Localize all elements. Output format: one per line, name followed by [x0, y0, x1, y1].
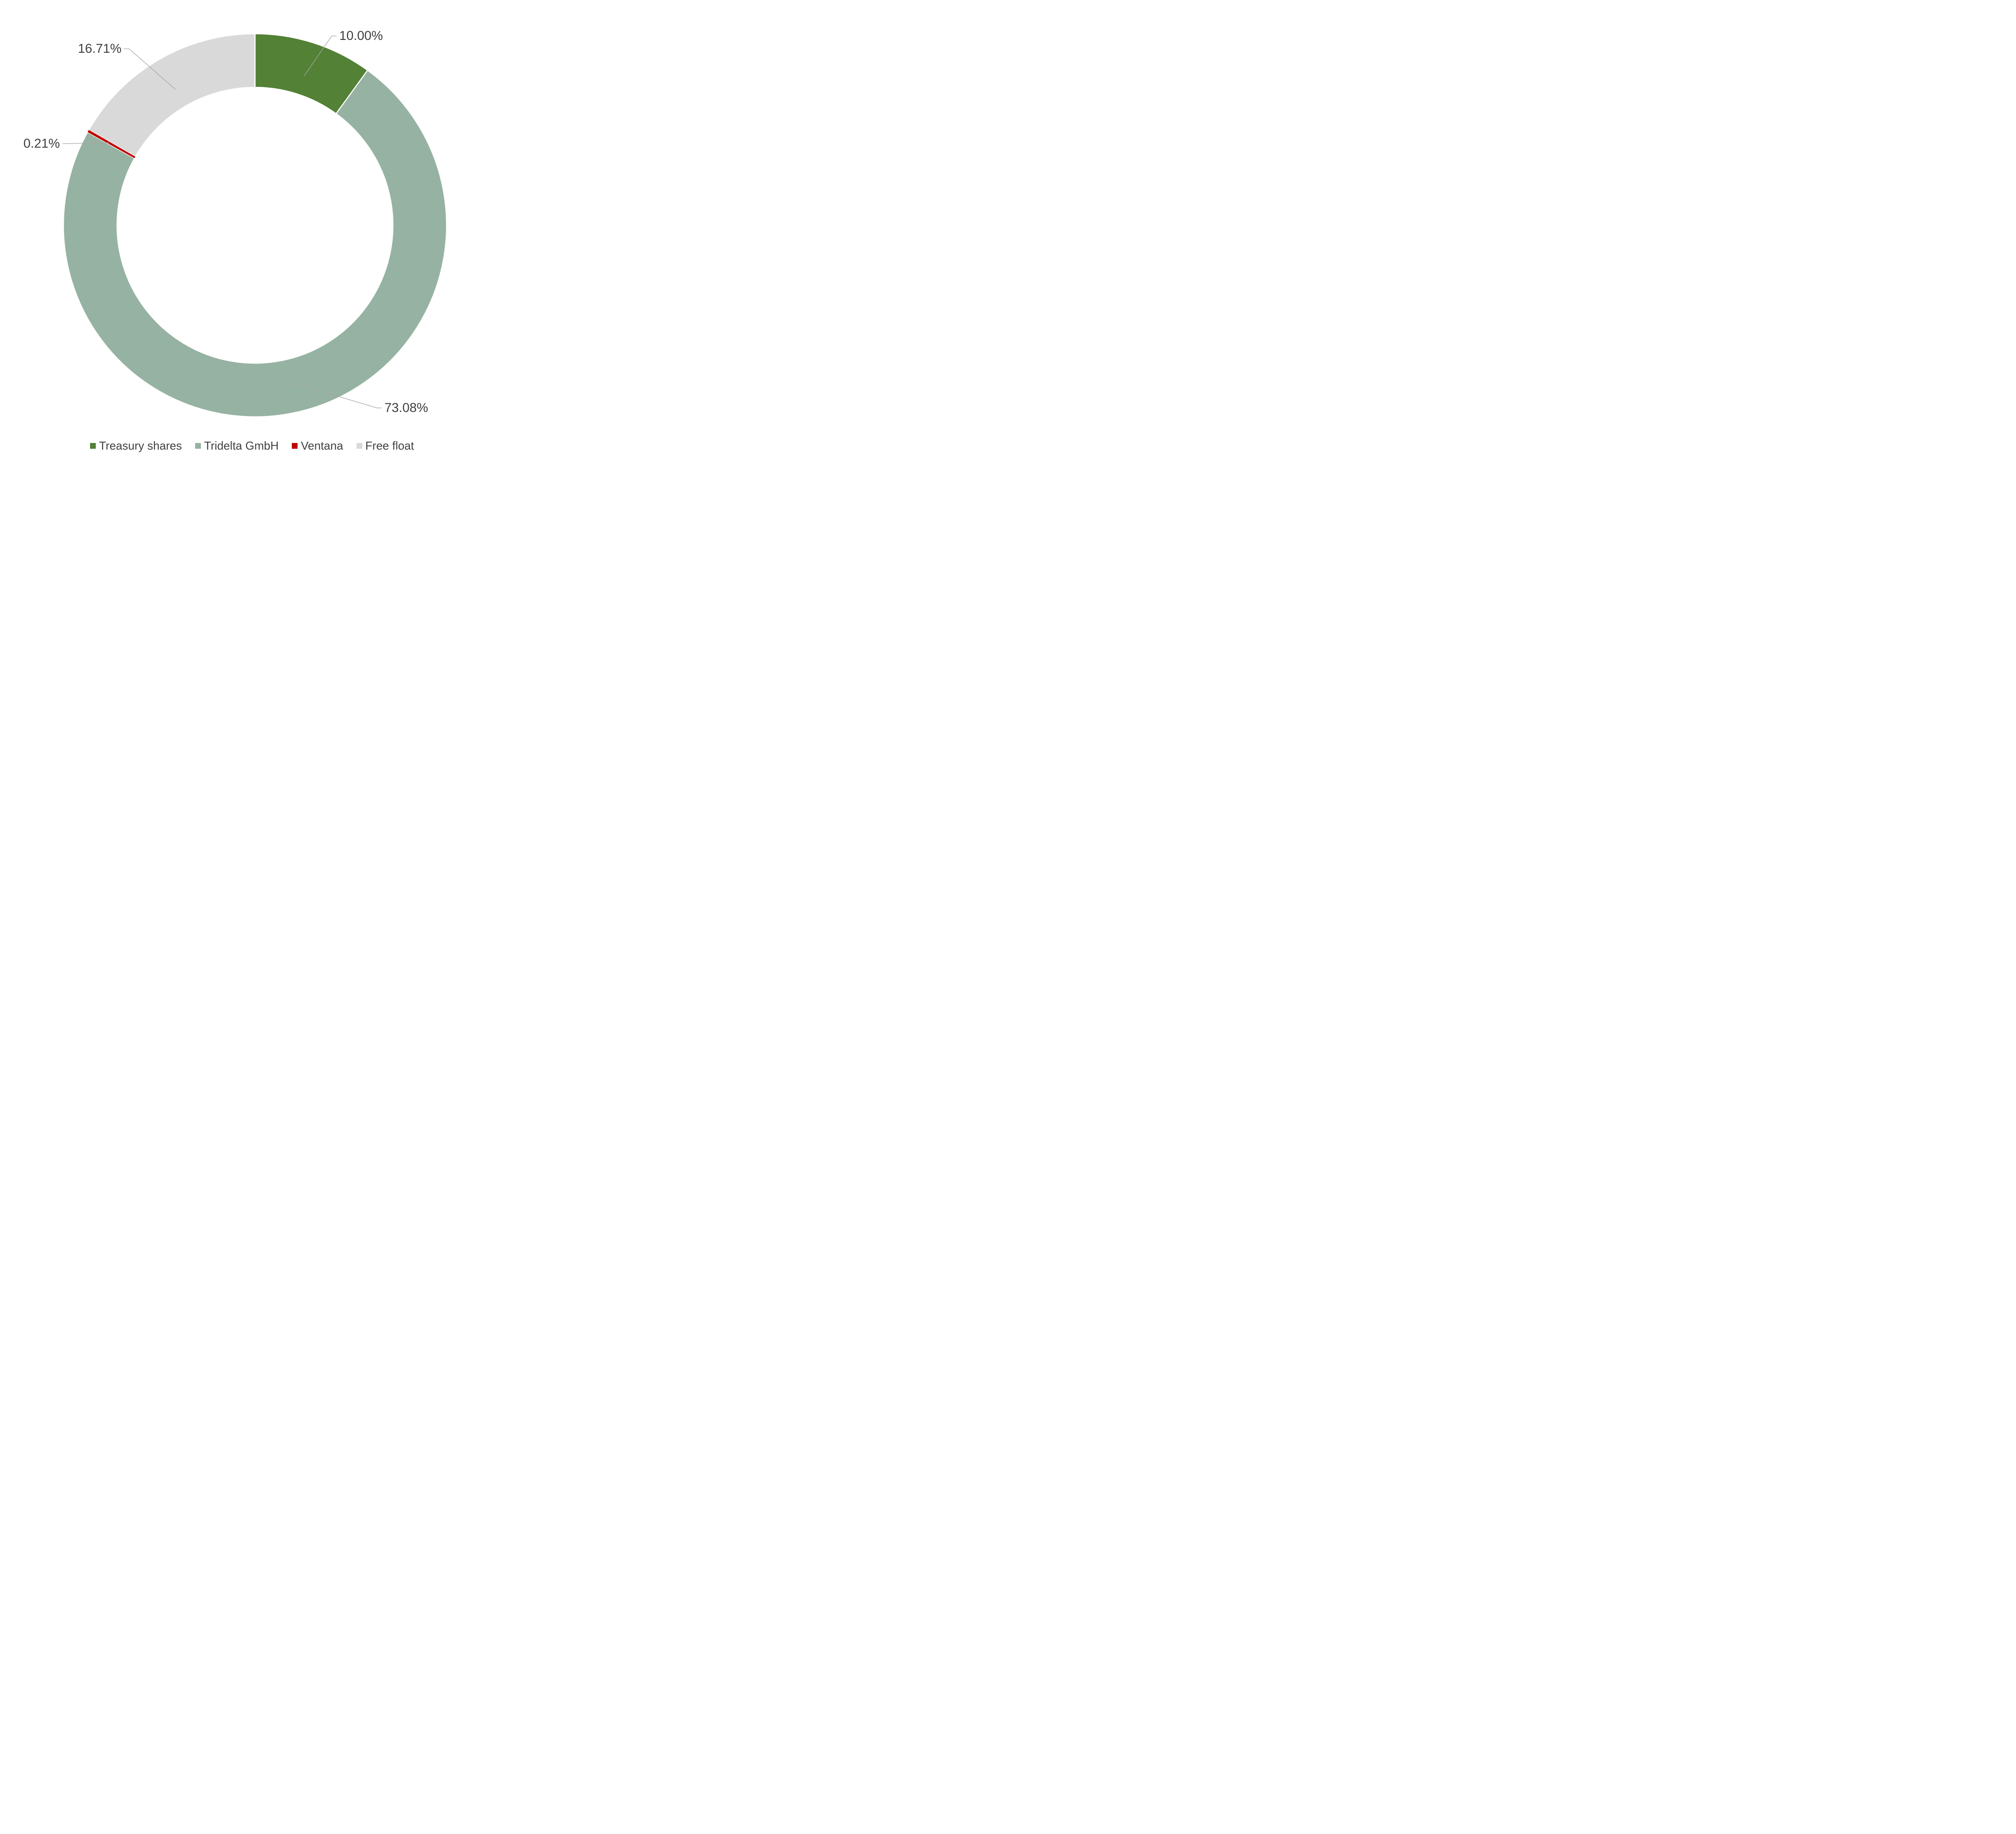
slice-label-tridelta-gmbh: 73.08%: [384, 401, 428, 415]
legend-item-treasury-shares: Treasury shares: [90, 440, 182, 451]
legend-item-tridelta-gmbh: Tridelta GmbH: [195, 440, 278, 451]
legend-item-ventana: Ventana: [292, 440, 343, 451]
leader-line-free-float: [124, 48, 176, 90]
slice-ventana-overlay: [87, 130, 136, 158]
slice-free-float: [88, 33, 256, 157]
legend-label-free-float: Free float: [365, 439, 414, 452]
legend-item-free-float: Free float: [356, 439, 414, 452]
slice-tridelta-gmbh: [63, 70, 447, 418]
leader-line-ventana: [62, 142, 110, 144]
donut-chart-figure: 10.00% 73.08% 0.21% 16.71% Treasury shares T…: [0, 0, 504, 458]
chart-legend: Treasury shares Tridelta GmbH Ventana Free …: [0, 440, 504, 451]
leader-line-tridelta-gmbh: [290, 382, 382, 408]
slice-label-ventana: 0.21%: [24, 137, 60, 151]
slice-label-free-float: 16.71%: [78, 42, 122, 56]
donut-chart: 10.00% 73.08% 0.21% 16.71%: [24, 29, 447, 418]
legend-marker-ventana: [292, 443, 298, 449]
legend-marker-treasury-shares: [90, 443, 96, 449]
legend-marker-tridelta-gmbh: [195, 443, 201, 449]
leader-line-treasury-shares: [304, 35, 337, 76]
slice-label-treasury-shares: 10.00%: [339, 29, 383, 43]
legend-marker-free-float: [356, 443, 362, 449]
legend-label-ventana: Ventana: [301, 439, 343, 452]
legend-label-treasury-shares: Treasury shares: [99, 439, 182, 452]
legend-label-tridelta-gmbh: Tridelta GmbH: [204, 439, 279, 452]
